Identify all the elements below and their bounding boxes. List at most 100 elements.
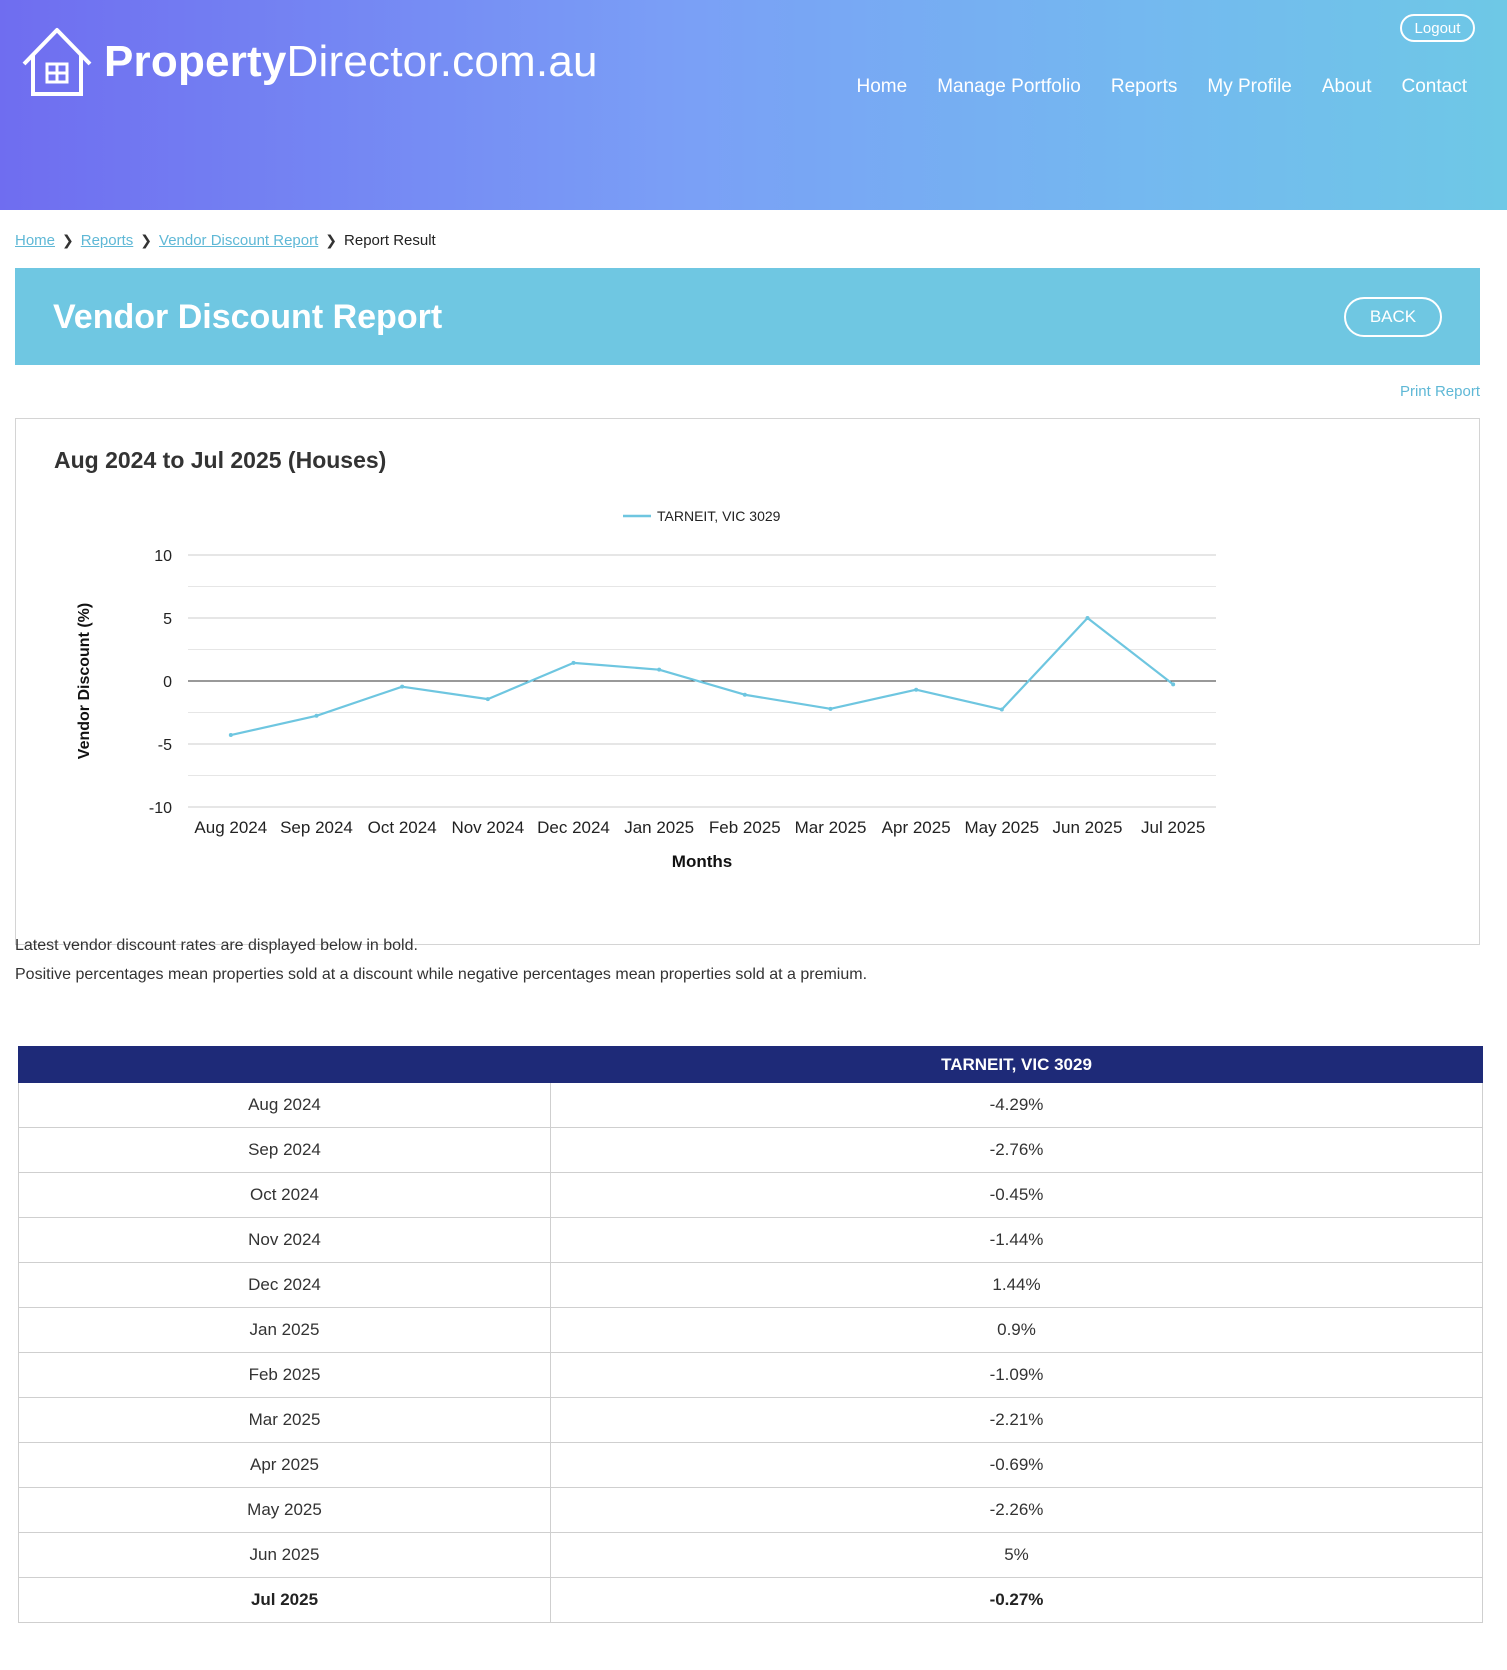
data-point	[742, 692, 747, 697]
y-tick-label: 0	[163, 674, 172, 691]
site-logo[interactable]: PropertyDirector.com.au	[20, 26, 598, 98]
note-bold-info: Latest vendor discount rates are display…	[15, 937, 418, 954]
x-tick-label: Aug 2024	[194, 818, 267, 837]
main-nav: Home Manage Portfolio Reports My Profile…	[827, 76, 1467, 98]
chevron-right-icon: ❯	[62, 232, 74, 248]
series-line	[230, 616, 1174, 737]
table-cell-month: Sep 2024	[18, 1127, 551, 1173]
table-cell-month: Oct 2024	[18, 1172, 551, 1218]
x-tick-label: Oct 2024	[368, 818, 437, 837]
table-header-row: TARNEIT, VIC 3029	[18, 1046, 1483, 1083]
report-banner: Vendor Discount Report BACK	[15, 268, 1480, 365]
site-header: PropertyDirector.com.au Logout Home Mana…	[0, 0, 1507, 210]
page-title: Vendor Discount Report	[53, 298, 443, 336]
chart-title: Aug 2024 to Jul 2025 (Houses)	[54, 447, 387, 473]
data-point	[228, 733, 233, 738]
table-cell-value: -2.21%	[550, 1397, 1483, 1443]
back-button[interactable]: BACK	[1344, 297, 1442, 337]
data-point	[314, 713, 319, 718]
data-point	[999, 707, 1004, 712]
x-axis-title: Months	[672, 852, 732, 871]
data-point	[1085, 616, 1090, 620]
logout-button[interactable]: Logout	[1400, 14, 1475, 42]
table-cell-value: -0.27%	[550, 1577, 1483, 1623]
table-row: Aug 2024 -4.29%	[18, 1082, 1483, 1128]
nav-manage-portfolio[interactable]: Manage Portfolio	[937, 76, 1081, 97]
table-cell-value: 5%	[550, 1532, 1483, 1578]
table-row: Jan 2025 0.9%	[18, 1307, 1483, 1353]
data-point	[657, 667, 662, 672]
logo-text: PropertyDirector.com.au	[104, 37, 598, 86]
nav-my-profile[interactable]: My Profile	[1207, 76, 1292, 97]
table-row: Oct 2024 -0.45%	[18, 1172, 1483, 1218]
table-cell-month: Jun 2025	[18, 1532, 551, 1578]
table-row: May 2025 -2.26%	[18, 1487, 1483, 1533]
table-cell-value: -0.45%	[550, 1172, 1483, 1218]
y-tick-label: -10	[149, 800, 172, 817]
table-cell-month: Jan 2025	[18, 1307, 551, 1353]
discount-table: TARNEIT, VIC 3029 Aug 2024 -4.29% Sep 2024…	[18, 1046, 1483, 1623]
table-row: Jun 2025 5%	[18, 1532, 1483, 1578]
note-percent-info: Positive percentages mean properties sol…	[15, 966, 868, 983]
data-point	[571, 660, 576, 665]
nav-contact[interactable]: Contact	[1401, 76, 1467, 97]
y-tick-label: 5	[163, 611, 172, 628]
table-cell-month: Dec 2024	[18, 1262, 551, 1308]
table-row: Apr 2025 -0.69%	[18, 1442, 1483, 1488]
data-point	[1171, 682, 1176, 687]
legend-label: TARNEIT, VIC 3029	[657, 508, 781, 524]
table-row: Feb 2025 -1.09%	[18, 1352, 1483, 1398]
x-tick-label: May 2025	[964, 818, 1039, 837]
table-cell-value: -0.69%	[550, 1442, 1483, 1488]
vendor-discount-chart: 10 5 0 -5 -10 Aug 2024 Sep 2024 Oct 2024 Nov 202…	[76, 508, 1216, 871]
chevron-right-icon: ❯	[140, 232, 153, 248]
table-cell-value: 0.9%	[550, 1307, 1483, 1353]
table-cell-value: -4.29%	[550, 1082, 1483, 1128]
x-tick-label: Jun 2025	[1053, 818, 1123, 837]
table-cell-value: -2.76%	[550, 1127, 1483, 1173]
data-point	[914, 687, 919, 692]
table-row: Nov 2024 -1.44%	[18, 1217, 1483, 1263]
x-tick-label: Feb 2025	[709, 818, 781, 837]
house-icon	[22, 28, 92, 96]
table-cell-month: May 2025	[18, 1487, 551, 1533]
table-row: Jul 2025 -0.27%	[18, 1577, 1483, 1623]
x-tick-label: Jan 2025	[624, 818, 694, 837]
y-tick-label: 10	[154, 548, 172, 565]
breadcrumb-vendor-discount-report[interactable]: Vendor Discount Report	[159, 232, 319, 249]
table-row: Sep 2024 -2.76%	[18, 1127, 1483, 1173]
x-tick-label: Mar 2025	[795, 818, 867, 837]
y-tick-label: -5	[158, 737, 172, 754]
table-cell-month: Apr 2025	[18, 1442, 551, 1488]
print-report-link[interactable]: Print Report	[1399, 383, 1480, 400]
table-cell-value: -2.26%	[550, 1487, 1483, 1533]
data-point	[485, 697, 490, 702]
x-tick-label: Nov 2024	[451, 818, 524, 837]
chart-panel: Aug 2024 to Jul 2025 (Houses) 10 5 0 -5 -10 A…	[15, 418, 1480, 945]
table-cell-value: 1.44%	[550, 1262, 1483, 1308]
table-cell-value: -1.44%	[550, 1217, 1483, 1263]
data-point	[828, 706, 833, 711]
table-cell-value: -1.09%	[550, 1352, 1483, 1398]
breadcrumb: Home ❯ Reports ❯ Vendor Discount Report …	[15, 232, 436, 249]
x-tick-label: Dec 2024	[537, 818, 610, 837]
breadcrumb-current: Report Result	[344, 232, 436, 249]
x-tick-label: Jul 2025	[1141, 818, 1205, 837]
y-axis-title: Vendor Discount (%)	[76, 603, 93, 759]
table-cell-month: Nov 2024	[18, 1217, 551, 1263]
nav-about[interactable]: About	[1321, 76, 1372, 97]
x-tick-label: Apr 2025	[882, 818, 951, 837]
breadcrumb-home[interactable]: Home	[15, 232, 56, 249]
nav-home[interactable]: Home	[856, 76, 908, 97]
breadcrumb-reports[interactable]: Reports	[80, 232, 134, 249]
data-point	[400, 684, 405, 689]
table-cell-month: Jul 2025	[18, 1577, 551, 1623]
table-row: Dec 2024 1.44%	[18, 1262, 1483, 1308]
table-cell-month: Mar 2025	[18, 1397, 551, 1443]
nav-reports[interactable]: Reports	[1110, 76, 1178, 97]
table-cell-month: Feb 2025	[18, 1352, 551, 1398]
table-row: Mar 2025 -2.21%	[18, 1397, 1483, 1443]
chevron-right-icon: ❯	[325, 232, 338, 248]
table-header-month	[18, 1046, 551, 1083]
x-tick-label: Sep 2024	[280, 818, 353, 837]
